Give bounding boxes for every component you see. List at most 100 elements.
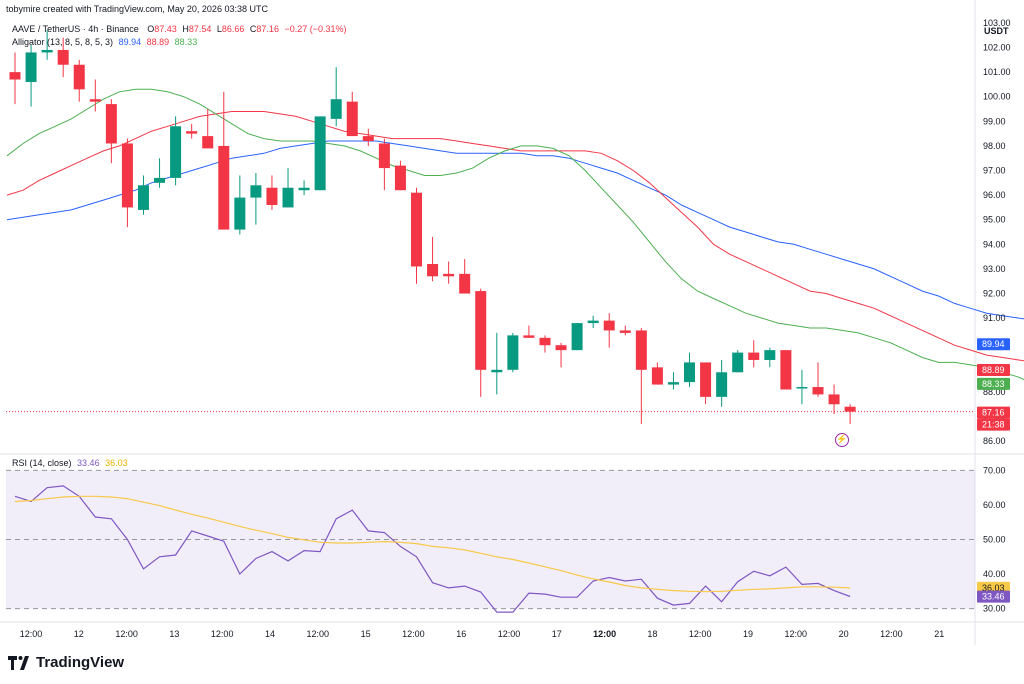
candle-body [716,372,728,397]
time-tick-label: 12:00 [498,629,521,639]
time-tick-label: 13 [169,629,179,639]
tradingview-wordmark: TradingView [36,654,125,671]
candle [619,325,631,336]
candle-body [73,64,85,90]
ohlc-open: 87.43 [154,24,177,34]
symbol-legend[interactable]: AAVE / TetherUS · 4h · Binance O87.43 H8… [12,24,347,34]
candle [443,261,455,284]
candle-body [89,99,101,102]
time-tick-label: 12:00 [20,629,43,639]
time-tick-label: 15 [361,629,371,639]
candle-body [539,337,551,346]
alligator-jaw-value: 89.94 [118,37,142,47]
jaw-price-badge-text: 89.94 [982,339,1005,349]
teeth-price-badge: 88.89 [977,364,1010,377]
candle-body [298,187,310,191]
candle [346,91,358,137]
rsi-badge-text: 33.46 [982,592,1005,602]
candle [651,362,663,385]
candle [282,168,294,208]
candle-body [137,185,149,210]
candle [667,372,679,390]
lips-price-badge: 88.33 [977,377,1010,390]
candle [555,342,567,368]
ohlc-close-label: C [249,24,257,34]
candle-body [378,143,390,169]
candle-body [844,406,856,412]
time-tick-label: 14 [265,629,275,639]
candle-body [234,197,246,230]
candle-body [732,352,744,373]
candle-body [571,323,583,351]
lightning-icon[interactable]: ⚡ [835,433,849,447]
time-tick-label: 19 [743,629,753,639]
alligator-lips-line [6,88,1024,381]
candle [137,175,149,215]
candle [89,79,101,112]
candle [298,180,310,196]
candle-body [587,320,599,324]
candle-body [57,49,69,65]
time-tick-label: 16 [456,629,466,639]
time-tick-label: 21 [934,629,944,639]
candle [121,138,133,228]
rsi-tick-label: 30.00 [983,604,1006,614]
price-tick-label: 98.00 [983,141,1006,151]
price-tick-label: 94.00 [983,239,1006,249]
candle [587,315,599,328]
candle [411,187,422,284]
candle-body [603,320,615,331]
candle [105,99,117,164]
candle-body [105,104,117,144]
rsi-badge-box [977,590,1010,603]
candle-body [635,330,647,370]
time-tick-label: 17 [552,629,562,639]
candle [314,116,326,191]
jaw-price-badge-box [977,338,1010,351]
candle [250,172,262,225]
candle [154,158,166,188]
candle [202,109,214,149]
candle-body [202,136,214,149]
time-tick-label: 12:00 [880,629,903,639]
rsi-ma-badge-text: 36.03 [982,583,1005,593]
candle [523,325,535,338]
candle [475,288,487,397]
ohlc-low-label: L [216,24,222,34]
ohlc-change: −0.27 (−0.31%) [284,24,347,34]
bar-countdown-badge-box [977,418,1010,431]
teeth-price-badge-text: 88.89 [982,365,1005,375]
candle [732,350,744,373]
lips-price-badge-text: 88.33 [982,379,1005,389]
candle-body [346,101,358,137]
candle-body [427,264,439,277]
tradingview-logo: TradingView [8,654,124,671]
price-tick-label: 97.00 [983,166,1006,176]
alligator-jaw-line [6,140,1024,320]
candle-body [780,350,792,390]
candle [170,116,182,186]
bar-countdown-badge-text: 21:38 [982,420,1005,430]
candle-body [121,143,133,208]
rsi-legend[interactable]: RSI (14, close) 33.46 36.03 [12,458,128,468]
candle [780,350,792,390]
candle [427,236,439,282]
price-tick-label: 103.00 [983,18,1011,28]
time-tick-label: 12:00 [307,629,330,639]
price-tick-label: 91.00 [983,313,1006,323]
tradingview-logo-icon [8,655,29,670]
alligator-legend[interactable]: Alligator (13, 8, 5, 8, 5, 3) 89.94 88.8… [12,37,197,47]
time-tick-label: 12:00 [785,629,808,639]
candle [507,332,519,373]
current-price-badge-text: 87.16 [982,408,1005,418]
candle-body [796,387,808,389]
current-price-badge: 87.16 [977,406,1010,419]
current-price-badge-box [977,406,1010,419]
candle [684,352,696,388]
candle [9,52,21,105]
candle [378,138,390,191]
candle-body [651,367,663,385]
candle-body [250,185,262,198]
price-tick-label: 99.00 [983,116,1006,126]
